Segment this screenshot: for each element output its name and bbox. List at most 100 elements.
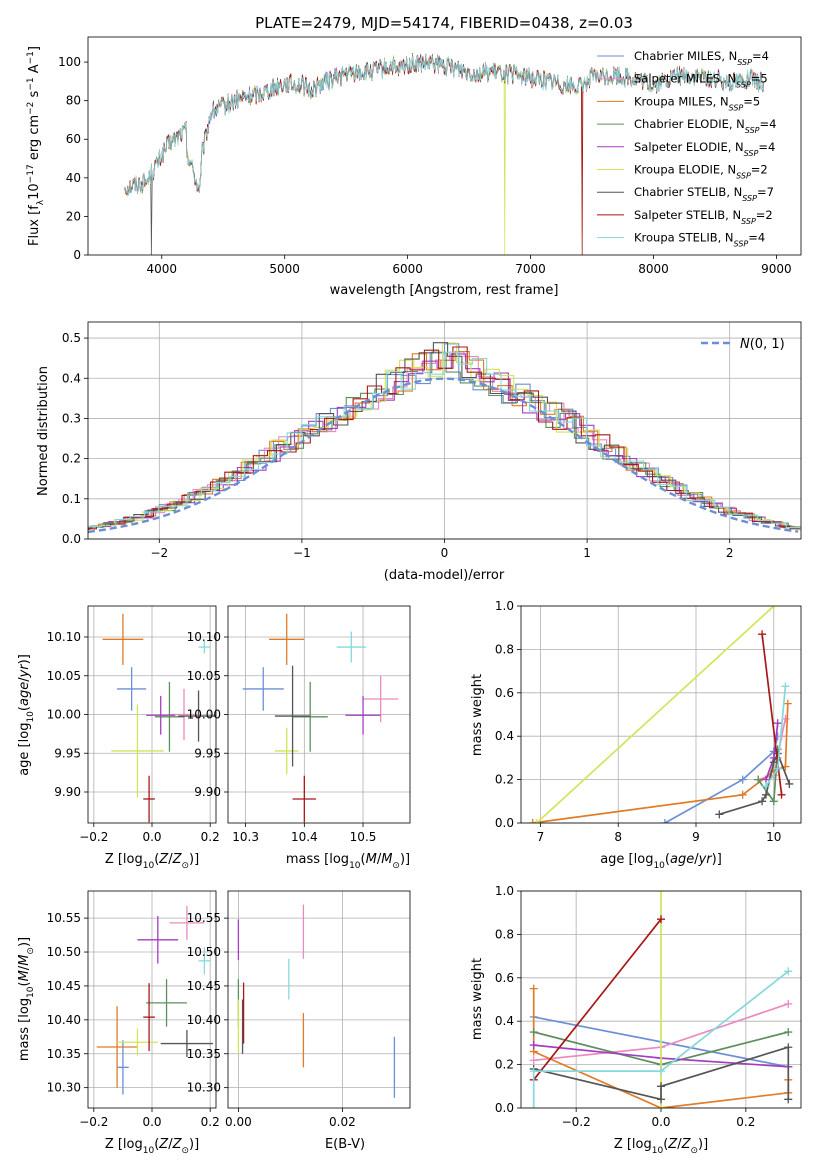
- label-part: M: [366, 852, 377, 867]
- legend-entry: Chabrier MILES, NSSP=4: [634, 49, 769, 67]
- label-part: Z: [667, 1137, 678, 1152]
- x-tick-label: 1: [583, 546, 591, 560]
- x-axis-label: (data-model)/error: [384, 568, 505, 583]
- weight-marker: [769, 606, 778, 610]
- y-tick-label: 0.6: [495, 686, 514, 700]
- y-tick-label: 0.5: [62, 331, 81, 345]
- y-tick-label: 10.50: [187, 945, 221, 959]
- weight-marker: [657, 1067, 665, 1076]
- y-tick-label: 100: [58, 55, 81, 69]
- errorbar-point: [117, 1028, 158, 1056]
- x-axis-label: age [log10(age/yr)]: [600, 852, 722, 871]
- label-part: /: [168, 1137, 173, 1152]
- axes-age_vs_mass: 10.3 10.4 10.5 9.90 9.95 10.00 10.05 10.10: [187, 605, 411, 844]
- legend-sub: SSP: [736, 171, 751, 180]
- weight-marker: [784, 967, 793, 976]
- y-tick-label: 0.4: [495, 1014, 514, 1028]
- label-part: 10: [26, 986, 36, 998]
- x-tick-label: −0.2: [79, 1115, 108, 1129]
- y-tick-label: 10.00: [47, 708, 81, 722]
- label-part: /: [677, 1137, 682, 1152]
- label-part: M: [381, 852, 392, 867]
- y-axis-label: Flux [fλ10−17 erg cm−2 s−1 A−1]: [26, 46, 46, 246]
- label-part: (: [154, 852, 159, 867]
- weight-marker: [529, 984, 538, 993]
- errorbar-point: [160, 1030, 214, 1058]
- errorbar-point: [170, 688, 198, 741]
- x-tick-label: 0.0: [651, 1115, 670, 1129]
- y-tick-label: 0.4: [62, 371, 81, 385]
- legend-value: =7: [757, 185, 774, 199]
- label-part: −1: [26, 51, 36, 64]
- errorbar-point: [117, 667, 147, 711]
- label-part: −1: [26, 77, 36, 90]
- label-part: )]: [17, 654, 32, 664]
- weight-marker: [784, 999, 793, 1008]
- label-part: ⊙: [181, 1146, 189, 1156]
- axes-spectrum: 4000 5000 6000 7000 8000 9000 0 20 40 60 80 100: [58, 36, 802, 276]
- weight-marker: [784, 1028, 793, 1037]
- weight-marker: [762, 782, 770, 791]
- weight-marker: [783, 699, 792, 708]
- x-tick-label: 6000: [392, 262, 423, 276]
- legend-sub: SSP: [744, 148, 759, 157]
- label-part: mass [log: [286, 852, 349, 867]
- weight-marker: [738, 790, 747, 799]
- weight-line: [719, 751, 791, 816]
- weight-marker: [715, 810, 724, 819]
- legend-text: Salpeter STELIB, N: [634, 208, 741, 222]
- x-tick-label: −1: [293, 546, 311, 560]
- axes-frame: [227, 605, 411, 824]
- errorbar-point: [274, 665, 311, 767]
- y-tick-label: 0.3: [62, 411, 81, 425]
- axes-age_vs_Z: −0.2 0.0 0.2 9.90 9.95 10.00 10.05 10.10: [47, 605, 220, 844]
- label-part: −17: [26, 164, 36, 183]
- errorbar-point: [292, 775, 317, 823]
- x-tick-label: 2: [726, 546, 734, 560]
- y-axis-label: age [log10(age/yr)]: [17, 654, 36, 776]
- x-tick-label: 10: [766, 830, 781, 844]
- legend-value: =2: [751, 163, 768, 177]
- weight-marker: [758, 797, 767, 806]
- spectrum-line: [124, 54, 580, 197]
- label-part: yr: [17, 663, 32, 679]
- histogram-steps: [88, 351, 801, 531]
- label-part: A: [27, 64, 42, 77]
- label-part: ⊙: [181, 861, 189, 871]
- label-part: M: [17, 970, 32, 981]
- weight-line: [532, 970, 789, 1108]
- axes-mass_vs_Z: −0.2 0.0 0.2 10.30 10.35 10.40 10.45 10.50 10.55: [47, 890, 220, 1129]
- plot-area-mass_vs_ebv: [237, 904, 396, 1098]
- errorbar-point: [111, 704, 164, 798]
- x-tick-label: −2: [150, 546, 168, 560]
- label-part: λ: [36, 199, 46, 205]
- y-tick-label: 10.10: [187, 630, 221, 644]
- y-tick-label: 10.30: [47, 1081, 81, 1095]
- y-tick-label: 0.8: [495, 927, 514, 941]
- label-part: 10: [27, 183, 42, 200]
- y-tick-label: 0.8: [495, 642, 514, 656]
- weight-marker: [773, 764, 782, 773]
- chart-title: PLATE=2479, MJD=54174, FIBERID=0438, z=0…: [255, 14, 633, 32]
- weight-marker: [657, 915, 665, 924]
- weight-marker: [529, 1041, 538, 1050]
- y-tick-label: 0.4: [495, 729, 514, 743]
- errorbar-point: [363, 675, 399, 723]
- plot-area-age_vs_Z: [102, 613, 216, 823]
- x-tick-label: 0.2: [736, 1115, 755, 1129]
- label-part: /: [17, 677, 32, 682]
- weight-marker: [657, 1082, 665, 1091]
- axes-frame: [87, 36, 802, 256]
- weight-marker: [529, 1104, 538, 1108]
- label-part: M: [17, 955, 32, 966]
- label-part: Z [log: [614, 1137, 652, 1152]
- weight-marker: [769, 758, 778, 767]
- legend-text: Chabrier MILES, N: [634, 49, 737, 63]
- y-tick-label: 20: [66, 209, 81, 223]
- y-tick-label: 9.95: [194, 746, 221, 760]
- y-tick-label: 10.00: [187, 708, 221, 722]
- axes-residuals: −2 −1 0 1 2 0.0 0.1 0.2 0.3 0.4 0.5: [62, 321, 802, 560]
- x-tick-label: 0.0: [142, 830, 161, 844]
- label-part: Flux [f: [27, 205, 42, 246]
- y-tick-label: 60: [66, 132, 81, 146]
